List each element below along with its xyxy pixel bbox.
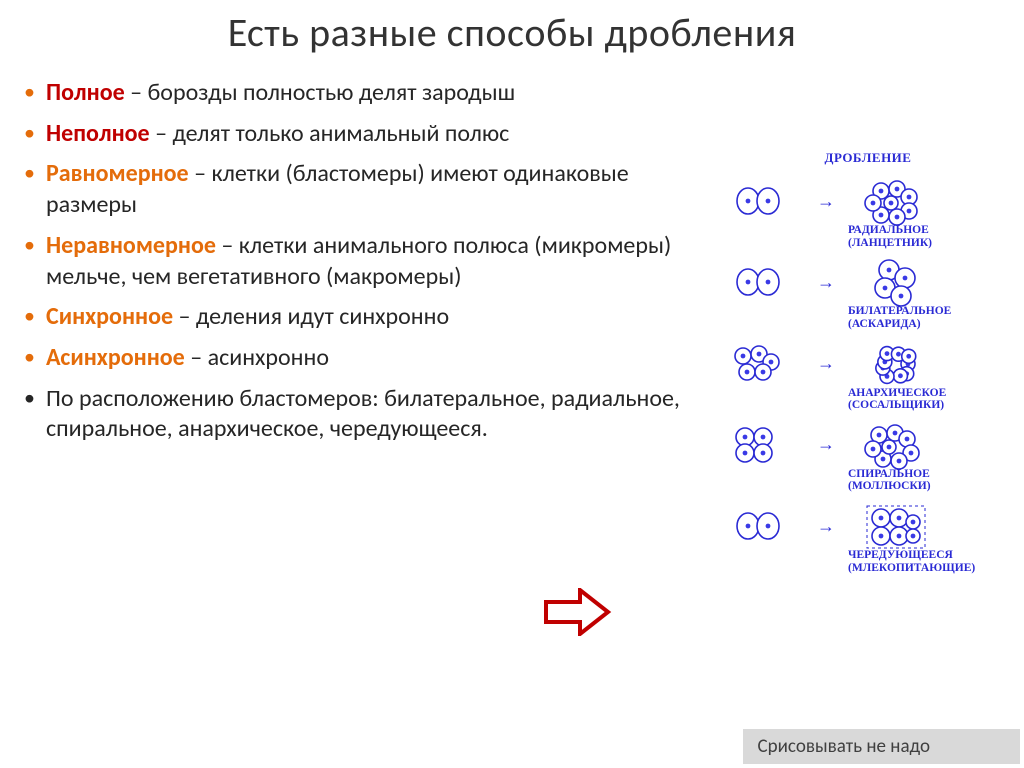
bullet-item: Синхронное – деления идут синхронно (18, 302, 708, 333)
slide: Есть разные способы дробления Полное – б… (0, 0, 1024, 768)
bullet-text: – деления идут синхронно (173, 302, 449, 331)
bullet-item: Полное – борозды полностью делят зародыш (18, 78, 708, 109)
arrow-icon: → (806, 353, 846, 374)
diagram-row-label: ЧЕРЕДУЮЩЕЕСЯ (МЛЕКОПИТАЮЩИЕ) (848, 549, 998, 574)
slide-title: Есть разные способы дробления (0, 0, 1024, 57)
bullet-text: – делят только анимальный полюс (150, 119, 510, 148)
diagram-left-cells (718, 175, 798, 227)
diagram-row: → (718, 172, 1018, 230)
diagram-row-label: БИЛАТЕРАЛЬНОЕ (АСКАРИДА) (848, 305, 998, 330)
bullet-list: Полное – борозды полностью делят зародыш… (18, 78, 708, 445)
diagram-row: → (718, 497, 1018, 555)
diagram-row: → (718, 253, 1018, 311)
bullet-item: Асинхронное – асинхронно (18, 343, 708, 374)
bullet-item: По расположению бластомеров: билатеральн… (18, 384, 708, 445)
bullet-item: Неполное – делят только анимальный полюс (18, 119, 708, 150)
bullet-list-container: Полное – борозды полностью делят зародыш… (18, 78, 708, 455)
diagram-row-label: СПИРАЛЬНОЕ (МОЛЛЮСКИ) (848, 468, 998, 493)
bullet-term: Неравномерное (46, 231, 216, 260)
bullet-term: Равномерное (46, 159, 189, 188)
diagram-right-cells (854, 500, 934, 552)
bullet-text: – борозды полностью делят зародыш (125, 78, 515, 107)
diagram-right-cells (854, 419, 934, 471)
bullet-term: Асинхронное (46, 343, 185, 372)
diagram-title: ДРОБЛЕНИЕ (718, 150, 1018, 166)
diagram-row-label: РАДИАЛЬНОЕ (ЛАНЦЕТНИК) (848, 224, 998, 249)
bullet-item: Равномерное – клетки (бластомеры) имеют … (18, 159, 708, 220)
diagram-left-cells (718, 500, 798, 552)
bullet-term: Синхронное (46, 302, 173, 331)
diagram-row: → (718, 416, 1018, 474)
diagram-left-cells (718, 338, 798, 390)
bullet-item: Неравномерное – клетки анимального полюс… (18, 231, 708, 292)
diagram-right-cells (854, 256, 934, 308)
bullet-text: По расположению бластомеров: билатеральн… (46, 384, 680, 444)
diagram-row: → (718, 335, 1018, 393)
diagram-left-cells (718, 256, 798, 308)
bullet-text: – асинхронно (185, 343, 329, 372)
diagram-row-label: АНАРХИЧЕСКОЕ (СОСАЛЬЩИКИ) (848, 387, 998, 412)
arrow-icon: → (806, 516, 846, 537)
arrow-icon: → (806, 434, 846, 455)
block-arrow-icon (542, 588, 612, 641)
diagram-right-cells (854, 175, 934, 227)
arrow-icon: → (806, 191, 846, 212)
diagram-rows-container: →РАДИАЛЬНОЕ (ЛАНЦЕТНИК)→БИЛАТЕРАЛЬНОЕ (А… (718, 172, 1018, 574)
bullet-term: Полное (46, 78, 125, 107)
cleavage-diagram: ДРОБЛЕНИЕ →РАДИАЛЬНОЕ (ЛАНЦЕТНИК)→БИЛАТЕ… (718, 150, 1018, 578)
bullet-term: Неполное (46, 119, 150, 148)
arrow-icon: → (806, 272, 846, 293)
diagram-left-cells (718, 419, 798, 471)
footer-note: Срисовывать не надо (743, 729, 1020, 764)
diagram-right-cells (854, 338, 934, 390)
